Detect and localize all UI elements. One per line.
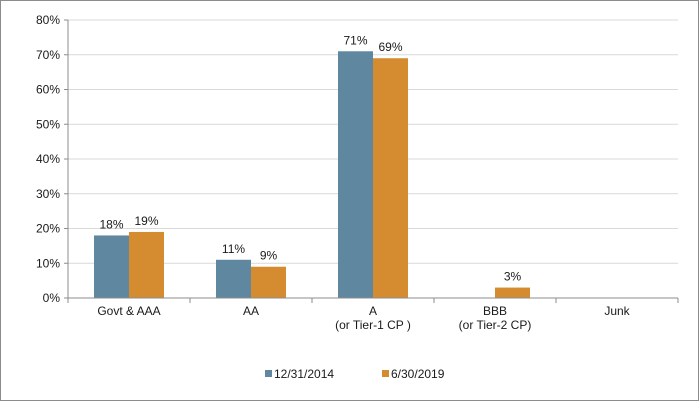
data-label: 18% (99, 217, 123, 231)
y-tick-label: 20% (36, 222, 60, 236)
legend-label: 6/30/2019 (391, 367, 445, 381)
data-label: 69% (378, 40, 402, 54)
y-axis: 0% 10% 20% 30% 40% 50% 60% 70% 80% (36, 13, 69, 305)
legend: 12/31/2014 6/30/2019 (265, 367, 445, 381)
bar (373, 58, 408, 298)
y-tick-label: 30% (36, 187, 60, 201)
bar (495, 287, 530, 298)
data-label: 71% (343, 33, 367, 47)
x-category-label: Junk (604, 304, 630, 318)
y-tick-label: 50% (36, 117, 60, 131)
bar (338, 51, 373, 299)
y-tick-label: 0% (43, 291, 61, 305)
y-tick-label: 80% (36, 13, 60, 27)
bar (251, 266, 286, 298)
x-category-label: Govt & AAA (97, 304, 160, 318)
y-tick-label: 60% (36, 83, 60, 97)
legend-label: 12/31/2014 (274, 367, 334, 381)
x-category-label: AA (243, 304, 259, 318)
legend-swatch (382, 370, 389, 377)
data-labels: 18% 11% 71% 19% 9% 69% 3% (99, 33, 521, 283)
y-tick-label: 10% (36, 256, 60, 270)
y-tick-label: 40% (36, 152, 60, 166)
data-label: 9% (260, 249, 278, 263)
bar (94, 235, 129, 298)
bar (129, 231, 164, 298)
x-category-label: BBB (483, 304, 507, 318)
data-label: 3% (504, 270, 522, 284)
x-category-label: (or Tier-2 CP) (459, 318, 532, 332)
x-axis: Govt & AAA AA A(or Tier-1 CP )BBB(or Tier-… (67, 297, 679, 332)
bars (94, 51, 530, 299)
x-category-label: (or Tier-1 CP ) (335, 318, 411, 332)
y-tick-label: 70% (36, 48, 60, 62)
x-category-label: A (369, 304, 377, 318)
legend-swatch (265, 370, 272, 377)
data-label: 11% (222, 242, 245, 256)
bar (216, 259, 251, 298)
data-label: 19% (134, 214, 158, 228)
